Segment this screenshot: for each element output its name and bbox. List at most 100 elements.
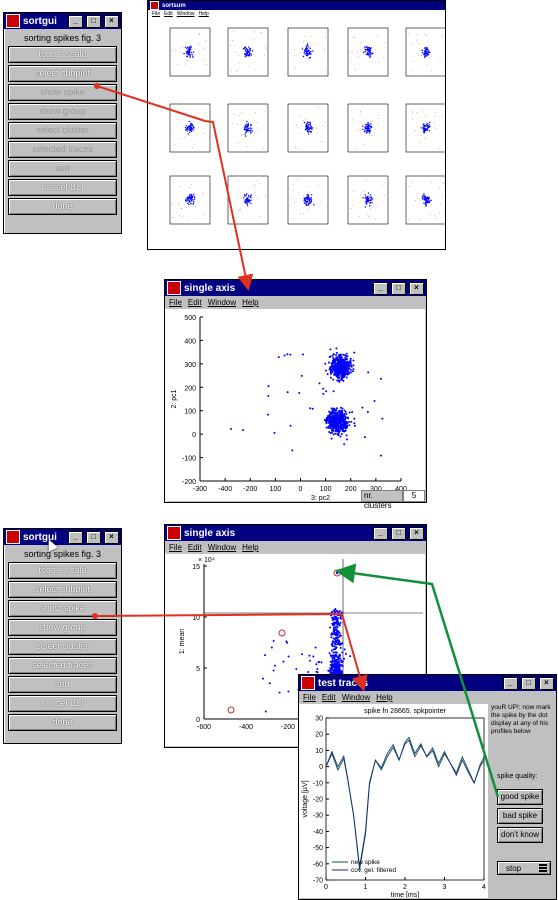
menu-file[interactable]: File bbox=[169, 297, 182, 307]
point bbox=[364, 191, 365, 193]
done-button[interactable]: done bbox=[8, 714, 117, 731]
sort-button[interactable]: sort bbox=[8, 160, 117, 177]
subplot[interactable] bbox=[347, 175, 389, 225]
cluster-count-label: nr. clusters bbox=[361, 490, 403, 510]
subplot[interactable] bbox=[405, 27, 445, 77]
show-spike-button[interactable]: show spike bbox=[8, 84, 117, 101]
scatter-matrix-plot[interactable] bbox=[148, 18, 445, 248]
select-subplot-button[interactable]: select subplot bbox=[8, 65, 117, 82]
cluster-count-value[interactable]: 5 bbox=[403, 490, 425, 502]
point bbox=[306, 126, 308, 128]
menu-help[interactable]: Help bbox=[242, 542, 259, 552]
subplot[interactable] bbox=[347, 103, 389, 153]
close-icon[interactable]: × bbox=[539, 676, 554, 690]
point bbox=[260, 31, 261, 33]
cancel-bli-button[interactable]: cancel BLI bbox=[8, 695, 117, 712]
point bbox=[306, 54, 308, 56]
dont-know-button[interactable]: don't know bbox=[497, 827, 543, 843]
sort-button[interactable]: sort bbox=[8, 676, 117, 693]
single-axis-titlebar[interactable]: single axis _ □ × bbox=[165, 280, 426, 296]
subplot[interactable] bbox=[169, 175, 211, 225]
single-axis-titlebar[interactable]: single axis _ □ × bbox=[165, 525, 426, 541]
maximize-icon[interactable]: □ bbox=[86, 530, 101, 544]
menu-edit[interactable]: Edit bbox=[321, 692, 336, 702]
x-tick-label: -300 bbox=[193, 486, 207, 493]
select-subplot-button[interactable]: select subplot bbox=[8, 581, 117, 598]
menu-window[interactable]: Window bbox=[207, 542, 237, 552]
minimize-icon[interactable]: _ bbox=[68, 530, 83, 544]
close-icon[interactable]: × bbox=[409, 526, 424, 540]
point bbox=[351, 204, 353, 206]
cancel-bli-button[interactable]: cancel BLI bbox=[8, 179, 117, 196]
show-group-button[interactable]: show group bbox=[8, 619, 117, 636]
menu-edit[interactable]: Edit bbox=[187, 297, 202, 307]
subplot[interactable] bbox=[405, 175, 445, 225]
maximize-icon[interactable]: □ bbox=[86, 14, 101, 28]
sortgui-titlebar[interactable]: sortgui _ □ × bbox=[4, 529, 121, 545]
select-cluster-button[interactable]: select cluster bbox=[8, 638, 117, 655]
point bbox=[368, 216, 370, 218]
minimize-icon[interactable]: _ bbox=[503, 676, 518, 690]
menu-help[interactable]: Help bbox=[242, 297, 259, 307]
subplot[interactable] bbox=[405, 103, 445, 153]
point bbox=[192, 129, 194, 131]
menu-edit[interactable]: Edit bbox=[164, 11, 173, 17]
close-icon[interactable]: × bbox=[104, 14, 119, 28]
point bbox=[428, 124, 431, 126]
menu-window[interactable]: Window bbox=[207, 297, 237, 307]
subplot[interactable] bbox=[347, 27, 389, 77]
minimize-icon[interactable]: _ bbox=[373, 281, 388, 295]
show-group-button[interactable]: show group bbox=[8, 103, 117, 120]
maximize-icon[interactable]: □ bbox=[391, 526, 406, 540]
show-spike-button[interactable]: show spike bbox=[8, 600, 117, 617]
point bbox=[307, 120, 309, 122]
menu-file[interactable]: File bbox=[152, 11, 161, 17]
point bbox=[302, 213, 304, 214]
subplot[interactable] bbox=[227, 27, 269, 77]
selected-spike-marker[interactable] bbox=[278, 629, 286, 637]
selected-traces-button[interactable]: selected traces bbox=[8, 141, 117, 158]
toggle-scale-button[interactable]: toggle scale bbox=[8, 46, 117, 63]
sortgui-titlebar[interactable]: sortgui _ □ × bbox=[4, 13, 121, 29]
minimize-icon[interactable]: _ bbox=[68, 14, 83, 28]
new-spike-trace bbox=[325, 736, 485, 868]
menu-edit[interactable]: Edit bbox=[187, 542, 202, 552]
scatter-titlebar[interactable]: sortsum bbox=[148, 1, 445, 10]
subplot[interactable] bbox=[169, 27, 211, 77]
subplot[interactable] bbox=[287, 103, 329, 153]
point bbox=[294, 67, 296, 69]
subplot[interactable] bbox=[287, 175, 329, 225]
point bbox=[424, 137, 426, 139]
bad-spike-button[interactable]: bad spike bbox=[497, 808, 543, 824]
menu-help[interactable]: Help bbox=[376, 692, 393, 702]
menu-window[interactable]: Window bbox=[176, 11, 195, 17]
window-title: test traces bbox=[318, 677, 369, 689]
subplot[interactable] bbox=[227, 103, 269, 153]
subplot[interactable] bbox=[227, 175, 269, 225]
done-button[interactable]: done bbox=[8, 198, 117, 215]
maximize-icon[interactable]: □ bbox=[391, 281, 406, 295]
stop-button[interactable]: stop bbox=[497, 861, 551, 875]
minimize-icon[interactable]: _ bbox=[373, 526, 388, 540]
toggle-scale-button[interactable]: toggle scale bbox=[8, 562, 117, 579]
point bbox=[246, 129, 248, 132]
menu-file[interactable]: File bbox=[303, 692, 316, 702]
menu-window[interactable]: Window bbox=[341, 692, 371, 702]
selected-spike-marker[interactable] bbox=[227, 706, 235, 714]
menu-file[interactable]: File bbox=[169, 542, 182, 552]
maximize-icon[interactable]: □ bbox=[521, 676, 536, 690]
menu-help[interactable]: Help bbox=[198, 11, 209, 17]
subplot[interactable] bbox=[287, 27, 329, 77]
subplot[interactable] bbox=[169, 103, 211, 153]
x-tick-label: 0 bbox=[324, 884, 328, 891]
point bbox=[372, 198, 374, 200]
close-icon[interactable]: × bbox=[409, 281, 424, 295]
point bbox=[366, 49, 368, 51]
close-icon[interactable]: × bbox=[104, 530, 119, 544]
good-spike-button[interactable]: good spike bbox=[497, 789, 543, 805]
point bbox=[364, 128, 366, 130]
test-traces-titlebar[interactable]: test traces _ □ × bbox=[299, 675, 556, 691]
select-cluster-button[interactable]: select cluster bbox=[8, 122, 117, 139]
selected-traces-button[interactable]: selected traces bbox=[8, 657, 117, 674]
